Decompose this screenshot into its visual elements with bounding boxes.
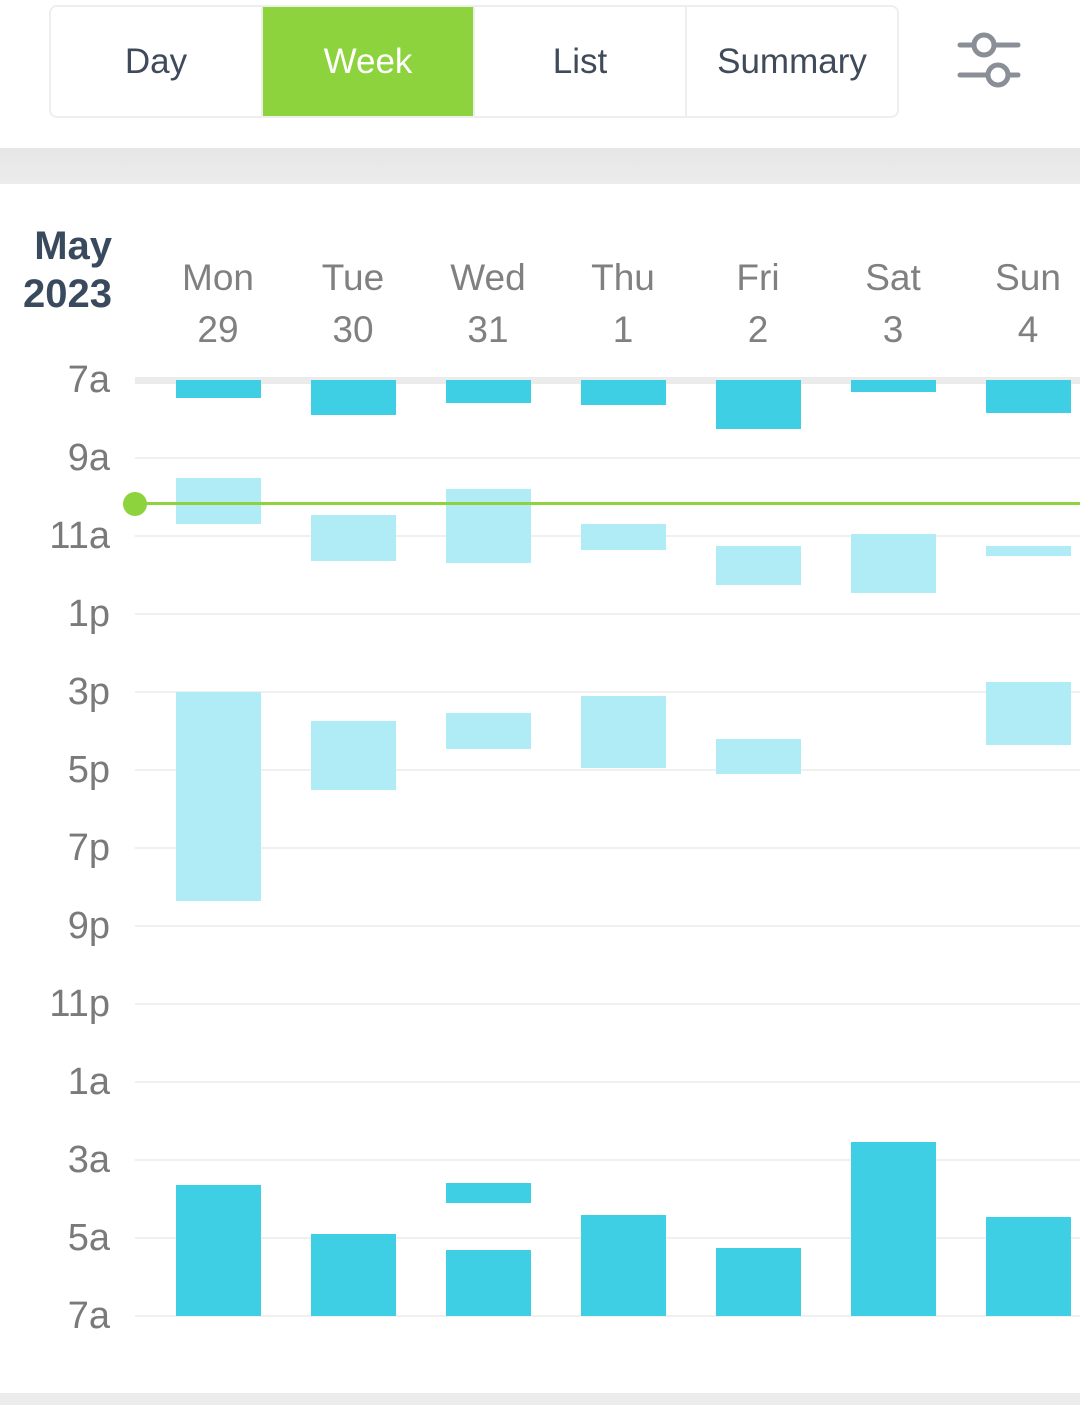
- day-of-week: Mon: [182, 257, 254, 298]
- nap-block[interactable]: [986, 682, 1071, 745]
- month-year-label: May 2023: [0, 222, 112, 318]
- time-label: 3p: [67, 671, 110, 713]
- year-label: 2023: [23, 272, 112, 316]
- nap-block[interactable]: [176, 692, 261, 901]
- bottom-shadow: [0, 1393, 1080, 1405]
- time-label: 9p: [67, 905, 110, 947]
- time-label: 7a: [67, 1295, 110, 1337]
- day-of-week: Fri: [736, 257, 780, 298]
- nap-block[interactable]: [176, 477, 261, 525]
- day-date: 30: [332, 309, 374, 350]
- toolbar-shadow: [0, 148, 1080, 184]
- time-label: 5p: [67, 749, 110, 791]
- grid-line: [135, 769, 1080, 771]
- nap-block[interactable]: [581, 695, 666, 769]
- time-label: 9a: [67, 437, 110, 479]
- day-header-tue[interactable]: Tue 30: [293, 252, 413, 356]
- grid-line: [135, 925, 1080, 927]
- day-header-mon[interactable]: Mon 29: [158, 252, 278, 356]
- day-of-week: Sat: [865, 257, 921, 298]
- view-toolbar: Day Week List Summary: [0, 0, 1080, 148]
- day-date: 29: [197, 309, 239, 350]
- sleep-block[interactable]: [311, 380, 396, 416]
- day-of-week: Thu: [591, 257, 655, 298]
- sleep-block[interactable]: [851, 380, 936, 392]
- nap-block[interactable]: [311, 721, 396, 790]
- sleep-block[interactable]: [446, 1183, 531, 1203]
- time-label: 7p: [67, 827, 110, 869]
- month-label: May: [34, 224, 112, 268]
- day-date: 4: [1017, 309, 1039, 350]
- day-of-week: Tue: [321, 257, 385, 298]
- time-label: 11p: [49, 983, 110, 1025]
- tab-summary[interactable]: Summary: [687, 7, 897, 116]
- day-header-sat[interactable]: Sat 3: [833, 252, 953, 356]
- current-time-line: [135, 502, 1080, 505]
- day-of-week: Sun: [995, 257, 1061, 298]
- sleep-block[interactable]: [986, 380, 1071, 414]
- day-date: 1: [612, 309, 634, 350]
- sleep-block[interactable]: [311, 1234, 396, 1316]
- grid-line: [135, 1315, 1080, 1317]
- day-date: 2: [747, 309, 769, 350]
- sleep-block[interactable]: [851, 1142, 936, 1316]
- nap-block[interactable]: [446, 489, 531, 564]
- nap-block[interactable]: [311, 514, 396, 562]
- tab-day[interactable]: Day: [51, 7, 263, 116]
- grid-line: [135, 1081, 1080, 1083]
- day-header-wed[interactable]: Wed 31: [428, 252, 548, 356]
- sleep-block[interactable]: [176, 1185, 261, 1316]
- grid-line: [135, 1159, 1080, 1161]
- time-label: 7a: [67, 359, 110, 401]
- day-date: 3: [882, 309, 904, 350]
- sliders-icon[interactable]: [955, 28, 1025, 94]
- tab-week[interactable]: Week: [263, 7, 475, 116]
- nap-block[interactable]: [851, 534, 936, 593]
- day-header-sun[interactable]: Sun 4: [968, 252, 1080, 356]
- grid-line: [135, 847, 1080, 849]
- grid-line: [135, 691, 1080, 693]
- day-header-thu[interactable]: Thu 1: [563, 252, 683, 356]
- sleep-block[interactable]: [446, 1249, 531, 1316]
- time-label: 11a: [49, 515, 110, 557]
- grid-line: [135, 457, 1080, 459]
- day-header-fri[interactable]: Fri 2: [698, 252, 818, 356]
- grid-line: [135, 613, 1080, 615]
- sleep-block[interactable]: [176, 380, 261, 398]
- nap-block[interactable]: [986, 545, 1071, 556]
- nap-block[interactable]: [716, 738, 801, 774]
- sleep-block[interactable]: [716, 1247, 801, 1316]
- nap-block[interactable]: [581, 524, 666, 550]
- tab-list[interactable]: List: [475, 7, 687, 116]
- sleep-block[interactable]: [581, 380, 666, 406]
- sleep-block[interactable]: [581, 1214, 666, 1316]
- view-segmented-control: Day Week List Summary: [49, 5, 899, 118]
- sleep-block[interactable]: [986, 1216, 1071, 1316]
- grid-line: [135, 1003, 1080, 1005]
- nap-block[interactable]: [446, 713, 531, 749]
- sleep-block[interactable]: [716, 380, 801, 429]
- current-time-dot: [123, 492, 147, 516]
- time-label: 1p: [67, 593, 110, 635]
- sleep-block[interactable]: [446, 380, 531, 404]
- nap-block[interactable]: [716, 545, 801, 585]
- day-date: 31: [467, 309, 509, 350]
- time-label: 1a: [67, 1061, 110, 1103]
- time-label: 3a: [67, 1139, 110, 1181]
- time-label: 5a: [67, 1217, 110, 1259]
- day-of-week: Wed: [450, 257, 526, 298]
